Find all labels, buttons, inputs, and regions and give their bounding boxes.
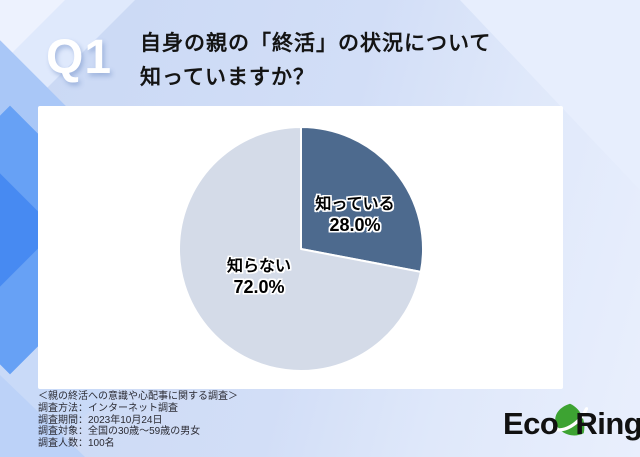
pie-label-not-knowing-percent: 72.0% — [233, 277, 285, 297]
logo-text-ring: Ring — [575, 406, 640, 441]
survey-detail-line: 調査対象：全国の30歳〜59歳の男女 — [38, 426, 201, 438]
pie-label-not-knowing: 知らない 72.0% — [184, 256, 334, 298]
survey-detail-line: 調査人数：100名 — [38, 438, 115, 450]
survey-detail-line: 調査方法：インターネット調査 — [38, 402, 178, 414]
pie-label-knowing-text: 知っている — [315, 196, 395, 213]
ecoring-logo: Ec o Ring — [503, 401, 640, 447]
question-number: Q1 — [46, 31, 113, 84]
survey-detail-line: 調査期間：2023年10月24日 — [38, 414, 163, 426]
pie-slice-knowing — [300, 126, 424, 273]
question-title: 自身の親の「終活」の状況について 知っていますか？ — [140, 27, 491, 95]
survey-detail-line: ＜親の終活への意識や心配事に関する調査＞ — [38, 391, 238, 402]
pie-slice-not-knowing — [178, 126, 422, 372]
survey-details: ＜親の終活への意識や心配事に関する調査＞ 調査方法：インターネット調査 調査期間… — [38, 391, 238, 450]
logo-text-ec: Ec — [503, 406, 540, 441]
question-title-line1: 自身の親の「終活」の状況について — [140, 32, 492, 55]
pie-label-knowing-percent: 28.0% — [329, 215, 381, 235]
pie-label-knowing: 知っている 28.0% — [280, 194, 430, 236]
pie-chart-svg — [178, 126, 424, 372]
chart-card: 知っている 28.0% 知らない 72.0% — [38, 106, 563, 389]
logo-text-o: o — [539, 406, 559, 441]
question-title-line2: 知っていますか？ — [140, 66, 315, 89]
leaf-icon — [551, 400, 589, 442]
pie-label-not-knowing-text: 知らない — [226, 258, 291, 275]
pie-chart: 知っている 28.0% 知らない 72.0% — [176, 124, 426, 374]
